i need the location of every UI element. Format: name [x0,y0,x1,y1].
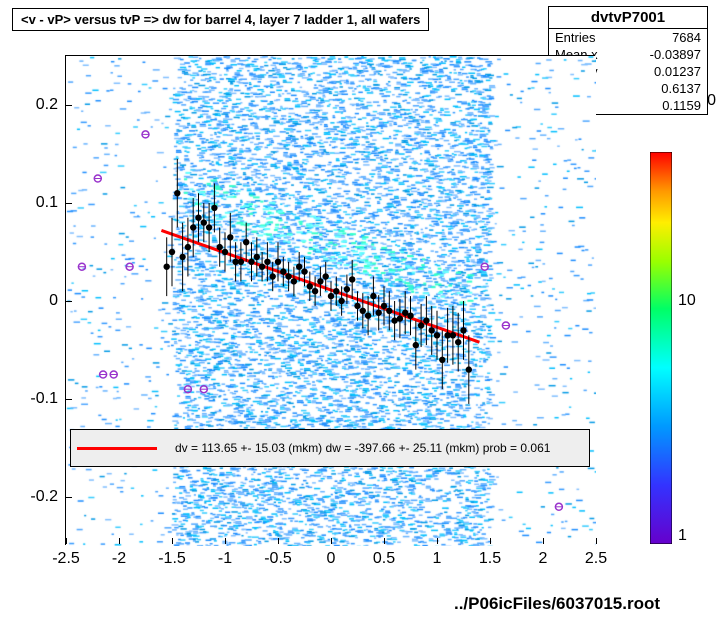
x-tick-label: 2 [539,550,548,568]
profile-point [413,342,419,348]
profile-point [174,190,180,196]
profile-point [328,293,334,299]
profile-point [429,327,435,333]
profile-point [169,249,175,255]
profile-point [307,283,313,289]
plot-area: -0.2-0.100.10.2 -2.5-2-1.5-1-0.500.511.5… [65,55,595,545]
profile-point [455,339,461,345]
profile-point [296,264,302,270]
profile-point [423,317,429,323]
fit-legend: dv = 113.65 +- 15.03 (mkm) dw = -397.66 … [70,429,590,467]
profile-point [195,215,201,221]
profile-point [285,273,291,279]
profile-point [270,273,276,279]
profile-point [407,313,413,319]
y-tick-label: 0.2 [36,96,58,114]
y-tick-label: 0.1 [36,194,58,212]
profile-point [323,273,329,279]
profile-point [434,332,440,338]
profile-point [381,303,387,309]
z-axis-extra: 0 [707,92,716,110]
overlay-svg [66,56,596,546]
x-tick-label: 2.5 [585,550,607,568]
profile-point [312,288,318,294]
profile-point [243,239,249,245]
profile-point [227,234,233,240]
profile-point [460,327,466,333]
profile-point [222,249,228,255]
profile-point [333,288,339,294]
colorbar-svg [650,152,672,544]
y-tick-label: -0.2 [30,488,58,506]
profile-point [254,254,260,260]
y-tick-label: 0 [49,292,58,310]
profile-point [418,322,424,328]
footer-path: ../P06icFiles/6037015.root [454,594,660,614]
profile-point [185,244,191,250]
legend-text: dv = 113.65 +- 15.03 (mkm) dw = -397.66 … [175,441,550,455]
profile-point [450,332,456,338]
legend-line-sample [77,447,157,450]
x-tick-label: -0.5 [264,550,292,568]
profile-point [179,254,185,260]
z-tick-label: 1 [678,527,687,545]
profile-point [211,205,217,211]
profile-point [349,276,355,282]
profile-point [317,278,323,284]
x-tick-label: 1.5 [479,550,501,568]
profile-point [439,357,445,363]
profile-point [291,278,297,284]
x-tick-label: 1 [433,550,442,568]
z-tick-label: 10 [678,292,696,310]
profile-point [238,259,244,265]
profile-point [344,286,350,292]
profile-point [360,308,366,314]
profile-point [365,313,371,319]
x-tick-label: -2.5 [52,550,80,568]
plot-title: <v - vP> versus tvP => dw for barrel 4, … [12,8,429,31]
profile-point [259,264,265,270]
stats-name: dvtvP7001 [549,7,707,29]
profile-point [280,268,286,274]
title-text: <v - vP> versus tvP => dw for barrel 4, … [21,12,420,27]
profile-point [206,224,212,230]
stat-row: Entries7684 [549,29,707,46]
profile-point [201,219,207,225]
profile-point [190,224,196,230]
profile-point [397,315,403,321]
x-tick-label: -1.5 [158,550,186,568]
profile-point [370,293,376,299]
x-tick-label: -1 [218,550,232,568]
profile-point [217,244,223,250]
profile-point [301,268,307,274]
x-tick-label: 0.5 [373,550,395,568]
profile-point [338,298,344,304]
profile-point [354,303,360,309]
colorbar: 110 [650,152,672,544]
profile-point [264,259,270,265]
y-tick-label: -0.1 [30,390,58,408]
profile-point [466,366,472,372]
profile-point [164,264,170,270]
profile-point [376,310,382,316]
x-tick-label: 0 [327,550,336,568]
profile-point [275,259,281,265]
profile-point [386,308,392,314]
x-tick-label: -2 [112,550,126,568]
profile-point [248,259,254,265]
